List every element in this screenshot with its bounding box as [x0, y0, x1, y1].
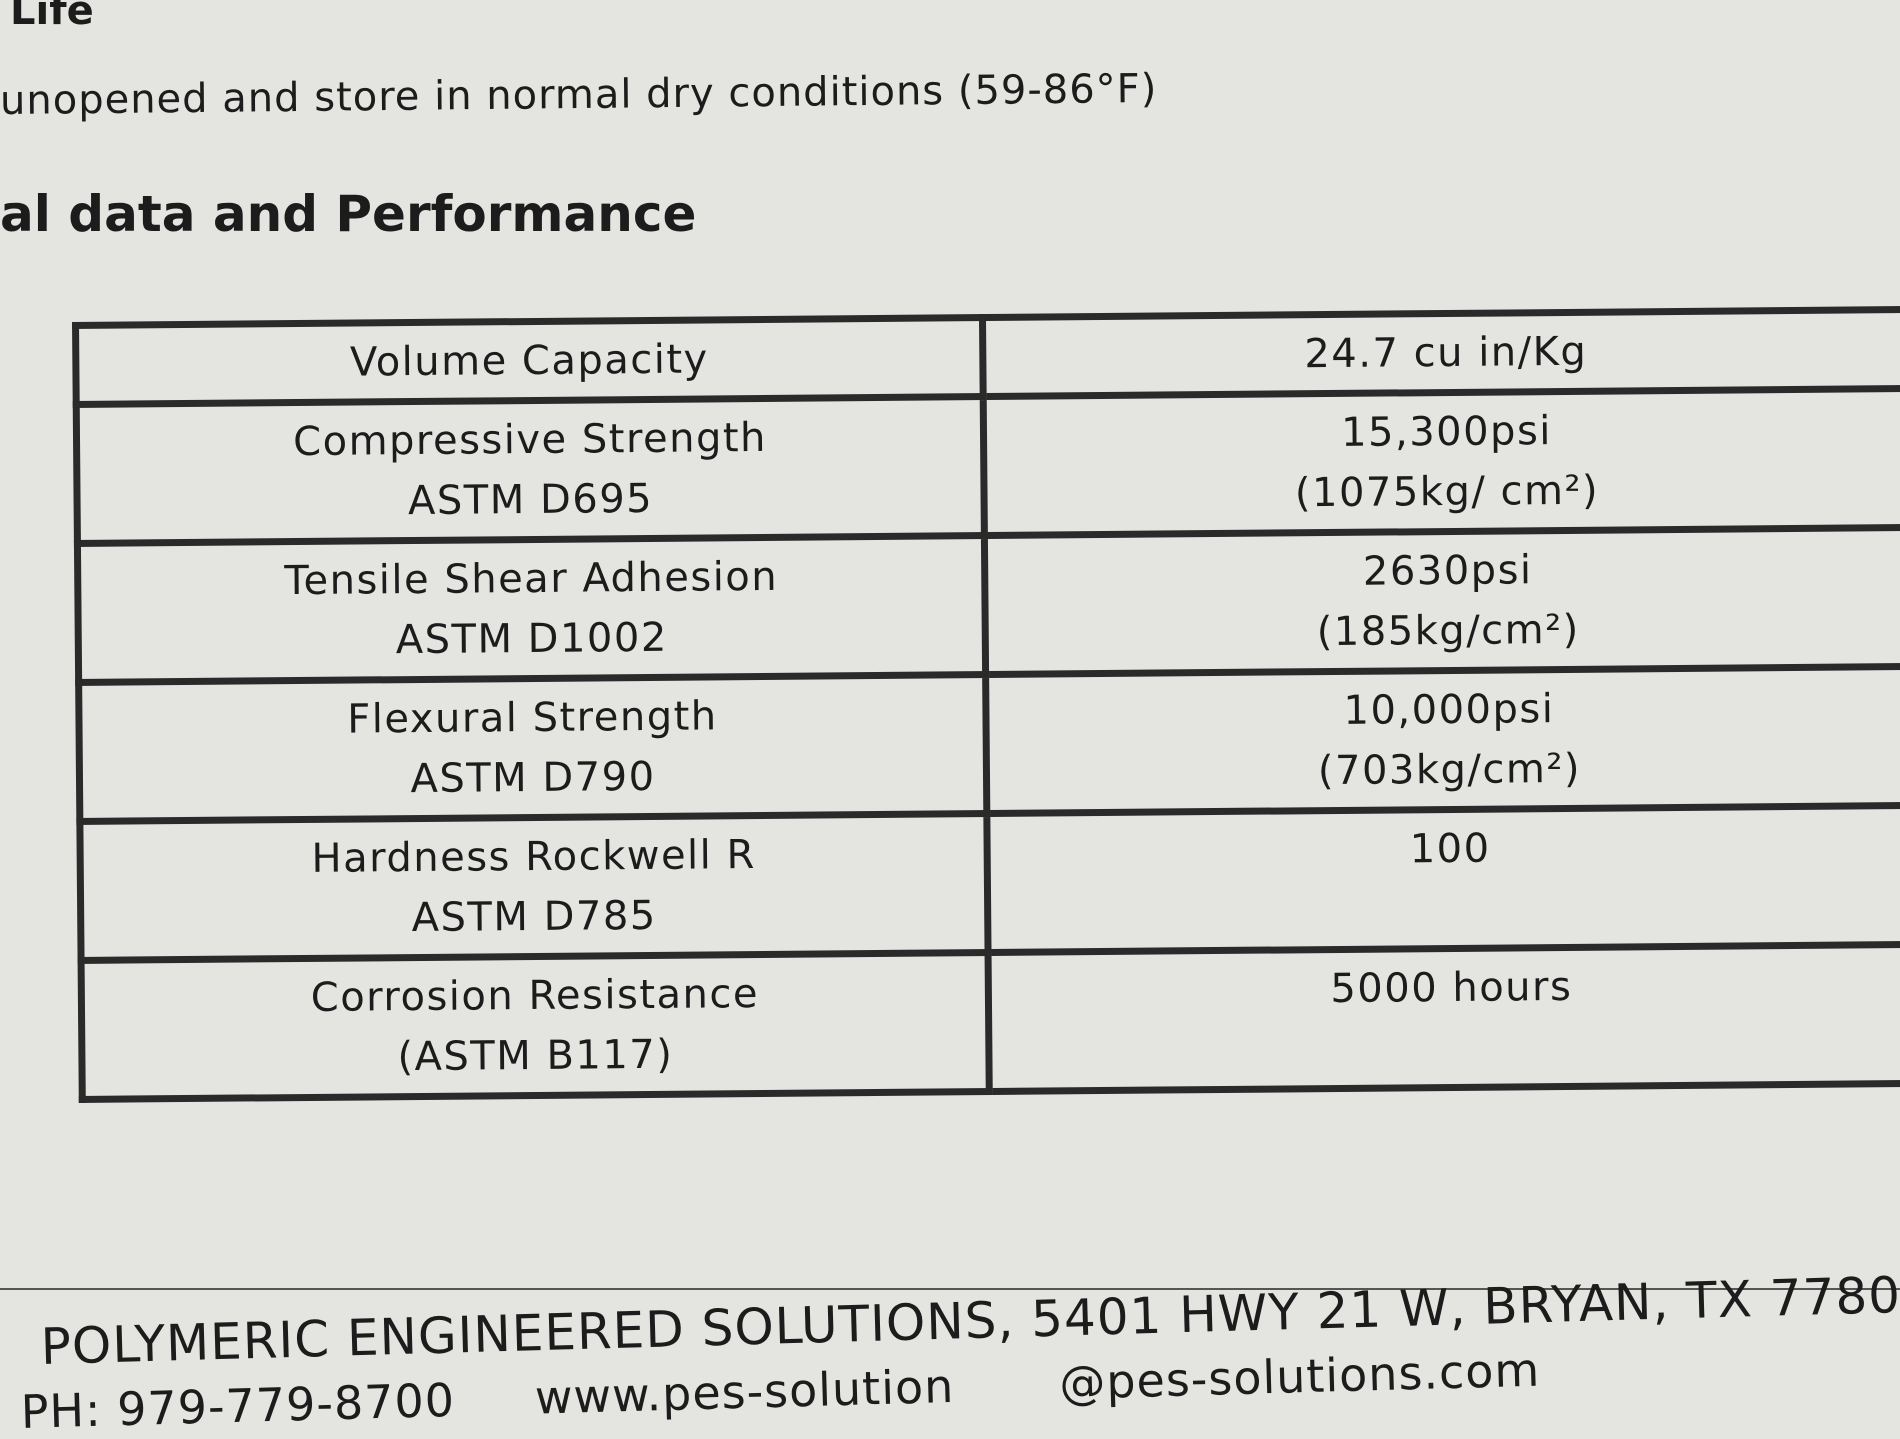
value-cell: 24.7 cu in/Kg: [982, 309, 1900, 397]
section-title: al data and Performance: [0, 185, 697, 243]
value-cell: 2630psi (185kg/cm²): [984, 527, 1900, 675]
property-cell: Hardness Rockwell R ASTM D785: [79, 813, 989, 961]
property-text: Volume Capacity: [349, 336, 709, 386]
value-text: 15,300psi: [1340, 408, 1553, 456]
property-text: ASTM D790: [410, 753, 656, 803]
email: @pes-solutions.com: [1058, 1342, 1541, 1410]
property-cell: Corrosion Resistance (ASTM B117): [81, 952, 990, 1100]
property-text: ASTM D785: [411, 892, 657, 942]
property-text: (ASTM B117): [397, 1031, 674, 1081]
table-row: Corrosion Resistance (ASTM B117) 5000 hour…: [81, 944, 1900, 1100]
value-text: 100: [1409, 825, 1491, 873]
value-text: 10,000psi: [1343, 686, 1555, 734]
value-text: (1075kg/ cm²): [1294, 467, 1600, 517]
property-text: Hardness Rockwell R: [311, 832, 757, 882]
heading-fragment: Life: [10, 0, 94, 34]
value-text: (185kg/cm²): [1316, 606, 1580, 656]
table-row: Hardness Rockwell R ASTM D785 100: [79, 805, 1900, 961]
value-cell: 100: [986, 805, 1900, 953]
property-text: Compressive Strength: [292, 414, 768, 466]
value-cell: 15,300psi (1075kg/ cm²): [983, 388, 1900, 536]
value-cell: 10,000psi (703kg/cm²): [985, 666, 1900, 814]
property-cell: Tensile Shear Adhesion ASTM D1002: [77, 535, 986, 683]
property-text: ASTM D1002: [395, 614, 668, 664]
property-text: Tensile Shear Adhesion: [284, 553, 779, 605]
property-cell: Volume Capacity: [75, 317, 984, 405]
value-text: (703kg/cm²): [1317, 745, 1582, 795]
storage-note: unopened and store in normal dry conditi…: [0, 65, 1158, 125]
property-cell: Compressive Strength ASTM D695: [76, 396, 985, 544]
property-text: ASTM D695: [407, 475, 654, 525]
value-text: 2630psi: [1362, 547, 1533, 595]
data-table: Volume Capacity 24.7 cu in/Kg Compressive …: [72, 306, 1900, 1103]
property-text: Corrosion Resistance: [310, 971, 760, 1021]
table-row: Flexural Strength ASTM D790 10,000psi (703k…: [78, 666, 1900, 822]
value-text: 24.7 cu in/Kg: [1304, 328, 1588, 378]
value-text: 5000 hours: [1330, 963, 1573, 1013]
website: www.pes-solution: [534, 1358, 955, 1425]
property-text: Flexural Strength: [347, 693, 718, 743]
value-cell: 5000 hours: [988, 944, 1900, 1092]
table-row: Tensile Shear Adhesion ASTM D1002 2630psi (…: [77, 527, 1900, 683]
footer-rule: [0, 1288, 1900, 1290]
property-cell: Flexural Strength ASTM D790: [78, 674, 987, 822]
table-row: Compressive Strength ASTM D695 15,300psi (1…: [76, 388, 1900, 544]
phone: PH: 979-779-8700: [20, 1372, 456, 1439]
table-body: Volume Capacity 24.7 cu in/Kg Compressive …: [75, 309, 1900, 1100]
